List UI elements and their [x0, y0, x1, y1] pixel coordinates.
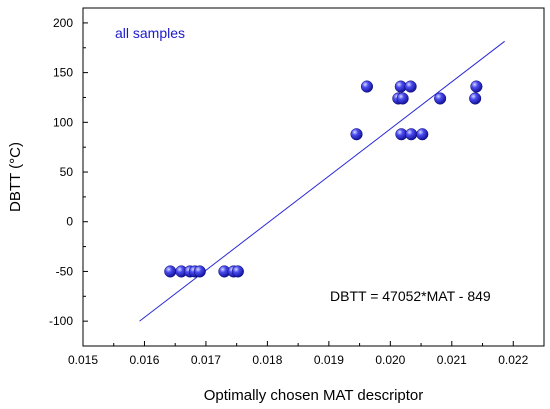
x-tick-label: 0.016	[129, 353, 159, 367]
data-point	[470, 80, 483, 93]
y-tick-label: -50	[56, 264, 74, 278]
regression-equation: DBTT = 47052*MAT - 849	[330, 288, 491, 304]
x-tick-label: 0.015	[68, 353, 98, 367]
data-point	[193, 265, 206, 278]
data-point	[350, 128, 363, 141]
data-point	[231, 265, 244, 278]
x-tick-label: 0.019	[314, 353, 344, 367]
regression-line	[139, 40, 505, 322]
x-tick-label: 0.022	[498, 353, 528, 367]
subset-label: all samples	[115, 25, 185, 41]
x-tick-label: 0.020	[375, 353, 405, 367]
data-point	[416, 128, 429, 141]
data-point	[469, 92, 482, 105]
data-point	[405, 128, 418, 141]
data-point	[396, 92, 409, 105]
plot-area-frame	[82, 7, 545, 347]
data-point	[164, 265, 177, 278]
x-axis-title: Optimally chosen MAT descriptor	[204, 387, 424, 404]
y-tick-label: -100	[49, 314, 73, 328]
y-tick-label: 150	[53, 66, 73, 80]
y-tick-label: 200	[53, 16, 73, 30]
y-tick-label: 0	[66, 215, 73, 229]
x-tick-label: 0.017	[191, 353, 221, 367]
y-tick-label: 50	[60, 165, 74, 179]
data-point	[360, 80, 374, 93]
y-axis-title: DBTT (°C)	[7, 142, 24, 212]
y-tick-label: 100	[53, 115, 73, 129]
x-tick-label: 0.021	[437, 353, 467, 367]
data-point	[404, 80, 417, 93]
x-tick-label: 0.018	[252, 353, 282, 367]
data-point	[434, 92, 447, 105]
